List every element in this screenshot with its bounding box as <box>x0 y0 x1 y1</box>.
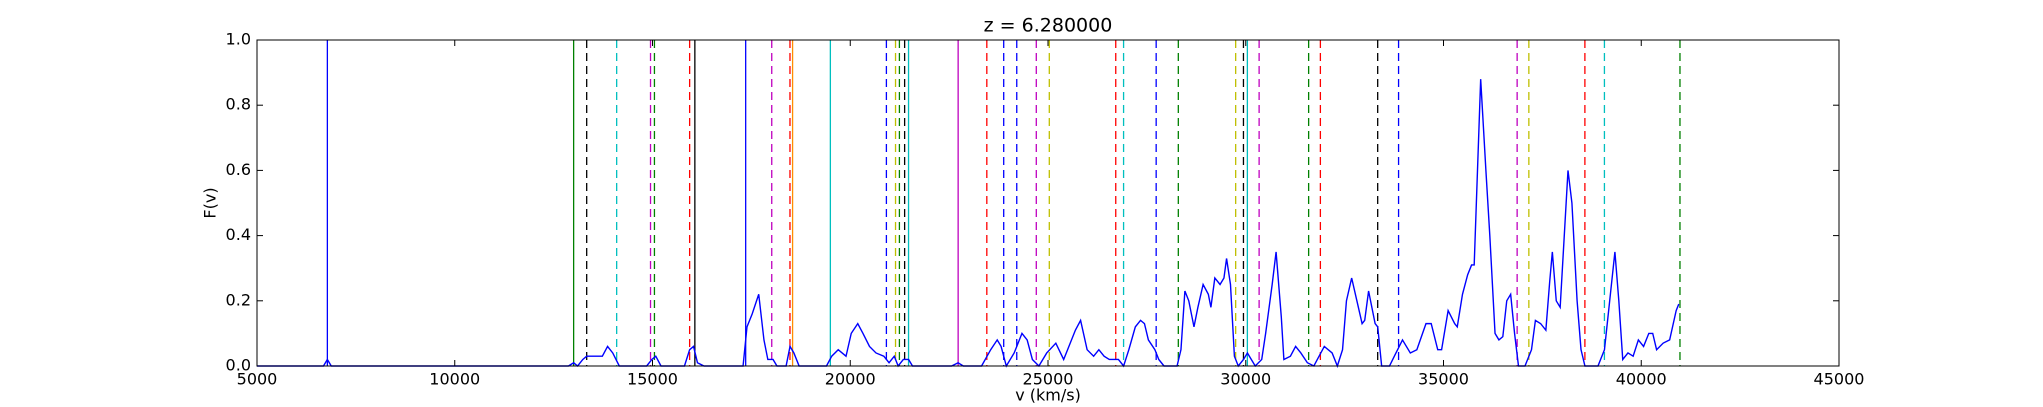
x-tick-label: 30000 <box>1220 370 1271 389</box>
data-line <box>257 79 1680 369</box>
x-tick-label: 35000 <box>1418 370 1469 389</box>
chart-title: z = 6.280000 <box>984 15 1113 37</box>
x-tick-label: 15000 <box>627 370 678 389</box>
x-tick-label: 20000 <box>825 370 876 389</box>
y-tick-label: 0.6 <box>226 160 251 179</box>
y-tick-label: 0.4 <box>226 225 251 244</box>
x-tick-label: 5000 <box>237 370 278 389</box>
x-tick-label: 40000 <box>1616 370 1667 389</box>
x-tick-label: 25000 <box>1023 370 1074 389</box>
y-tick-label: 1.0 <box>226 30 251 49</box>
y-axis-label: F(v) <box>201 187 220 218</box>
x-tick-label: 45000 <box>1814 370 1865 389</box>
plot-frame <box>256 39 1840 367</box>
x-axis-label: v (km/s) <box>1015 386 1081 405</box>
y-tick-label: 0.2 <box>226 290 251 309</box>
x-tick-label: 10000 <box>429 370 480 389</box>
y-tick-label: 0.8 <box>226 95 251 114</box>
y-tick-label: 0.0 <box>226 356 251 375</box>
